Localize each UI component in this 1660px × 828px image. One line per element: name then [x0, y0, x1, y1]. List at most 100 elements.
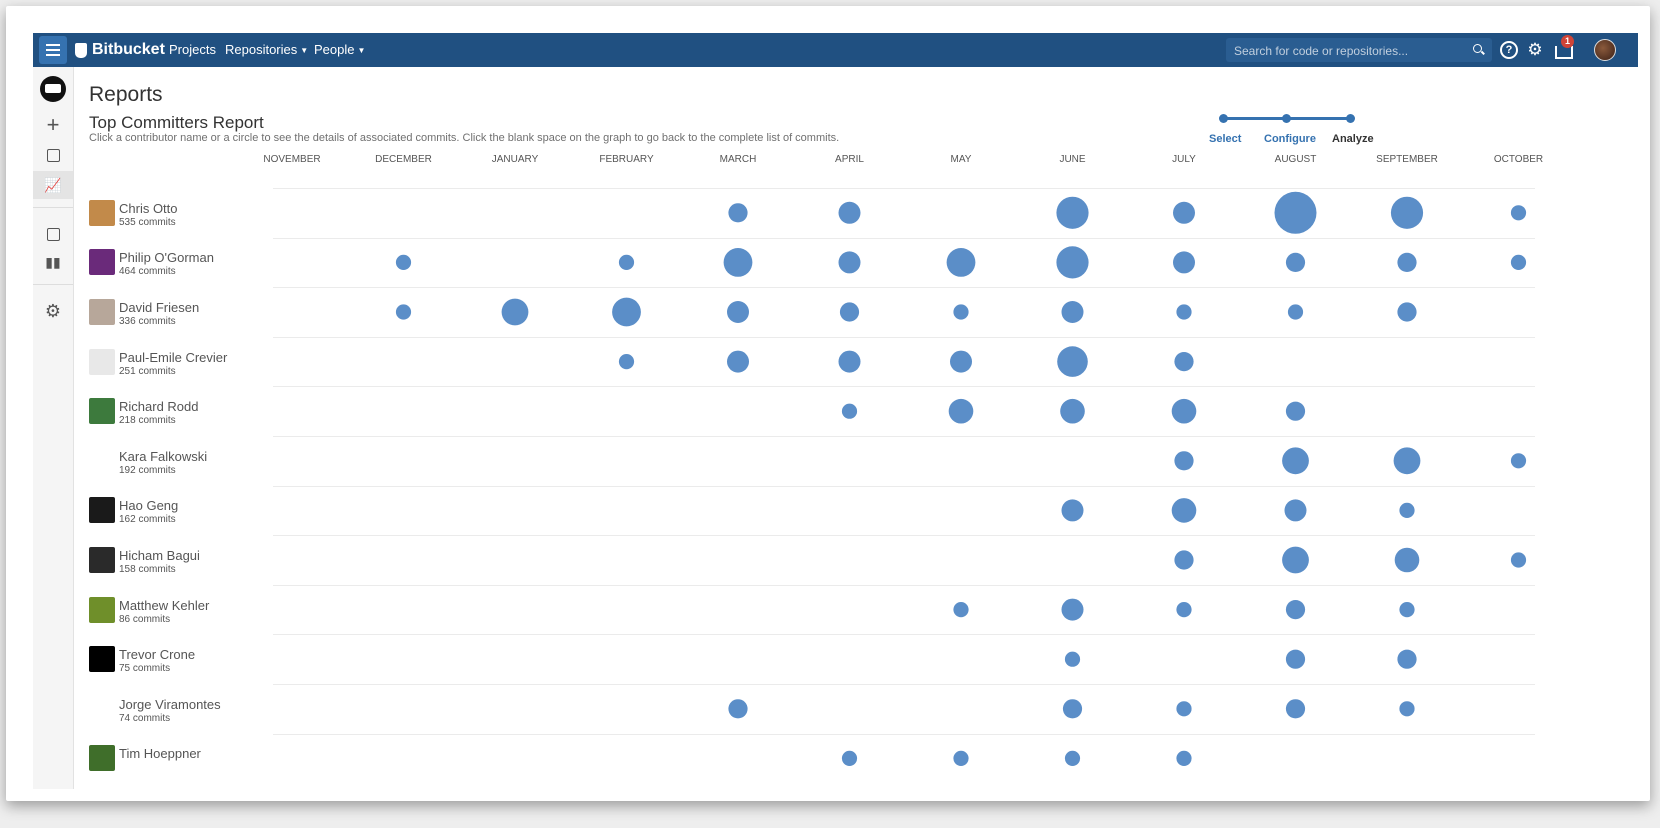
commit-bubble[interactable] [723, 248, 753, 277]
commit-bubble[interactable] [1060, 398, 1085, 424]
commit-bubble[interactable] [501, 298, 529, 326]
commit-bubble[interactable] [1176, 304, 1192, 320]
avatar[interactable] [89, 547, 115, 573]
search-icon[interactable] [1473, 44, 1482, 53]
commit-bubble[interactable] [1274, 191, 1317, 234]
commit-bubble[interactable] [395, 254, 412, 270]
commit-bubble[interactable] [1061, 499, 1084, 522]
nav-people[interactable]: People ▼ [314, 42, 365, 57]
commit-bubble[interactable] [1062, 699, 1083, 719]
nav-repositories[interactable]: Repositories ▼ [225, 42, 308, 57]
commit-bubble[interactable] [1171, 498, 1197, 523]
commit-bubble[interactable] [841, 750, 858, 767]
contributor-name[interactable]: Trevor Crone [119, 647, 196, 663]
commit-bubble[interactable] [618, 254, 635, 270]
contributor-name[interactable]: Jorge Viramontes [119, 696, 221, 712]
commit-bubble[interactable] [953, 602, 969, 618]
commit-bubble[interactable] [1056, 196, 1089, 229]
bar-chart-icon[interactable]: ▮▮ [45, 253, 61, 270]
commit-bubble[interactable] [727, 301, 749, 323]
pull-request-icon[interactable] [33, 141, 73, 169]
contributor-name[interactable]: David Friesen [119, 300, 200, 315]
commit-bubble[interactable] [1176, 750, 1192, 767]
commit-bubble[interactable] [1282, 447, 1309, 475]
avatar[interactable] [89, 646, 115, 673]
commit-bubble[interactable] [1061, 301, 1084, 323]
commit-bubble[interactable] [1510, 205, 1527, 221]
avatar[interactable] [89, 199, 115, 226]
commit-bubble[interactable] [728, 203, 748, 223]
commit-bubble[interactable] [1174, 352, 1194, 372]
wizard-step-select[interactable]: Select [1209, 133, 1242, 145]
contributor-name[interactable]: Hao Geng [119, 498, 179, 514]
commit-bubble[interactable] [1174, 451, 1194, 471]
contributor-name[interactable]: Philip O'Gorman [119, 250, 214, 266]
wizard-step-configure[interactable]: Configure [1264, 133, 1316, 145]
avatar[interactable] [89, 497, 115, 524]
commit-bubble[interactable] [948, 398, 974, 424]
commit-bubble[interactable] [1510, 254, 1527, 270]
commit-bubble[interactable] [1171, 398, 1197, 424]
commit-bubble[interactable] [1510, 453, 1527, 469]
commit-bubble[interactable] [1284, 499, 1307, 522]
commit-bubble-chart[interactable] [73, 67, 1638, 789]
commit-bubble[interactable] [1397, 302, 1417, 322]
commit-bubble[interactable] [1399, 502, 1415, 518]
commit-bubble[interactable] [1061, 598, 1084, 621]
contributor-name[interactable]: Hicham Bagui [119, 548, 200, 563]
commit-bubble[interactable] [727, 350, 749, 373]
commit-bubble[interactable] [1173, 251, 1195, 274]
commit-bubble[interactable] [946, 248, 976, 277]
commit-bubble[interactable] [1393, 447, 1421, 475]
search-input[interactable] [1226, 38, 1466, 64]
user-avatar[interactable] [1594, 39, 1616, 61]
menu-icon[interactable] [39, 36, 67, 64]
avatar[interactable] [89, 447, 115, 474]
commit-bubble[interactable] [1390, 196, 1424, 229]
commit-bubble[interactable] [395, 304, 412, 320]
commit-bubble[interactable] [838, 350, 861, 373]
commit-bubble[interactable] [1282, 546, 1309, 574]
avatar[interactable] [89, 398, 115, 425]
commit-bubble[interactable] [1064, 750, 1081, 767]
commit-bubble[interactable] [1397, 649, 1417, 669]
commit-bubble[interactable] [841, 403, 858, 419]
help-icon[interactable]: ? [1500, 41, 1518, 59]
commit-bubble[interactable] [1056, 246, 1089, 279]
contributor-name[interactable]: Paul-Emile Crevier [119, 349, 228, 365]
wizard-step-dot[interactable] [1346, 114, 1355, 123]
commit-bubble[interactable] [1285, 699, 1306, 719]
avatar[interactable] [89, 249, 115, 276]
commit-bubble[interactable] [1176, 701, 1192, 717]
gear-icon[interactable]: ⚙ [1527, 40, 1543, 59]
commit-bubble[interactable] [728, 699, 748, 719]
commit-bubble[interactable] [1057, 346, 1088, 377]
contributor-name[interactable]: Richard Rodd [119, 399, 199, 415]
commit-bubble[interactable] [1173, 201, 1195, 224]
commit-bubble[interactable] [1174, 550, 1194, 570]
commit-bubble[interactable] [1510, 552, 1527, 568]
avatar[interactable] [89, 299, 115, 325]
commit-bubble[interactable] [1399, 602, 1415, 618]
wizard-step-dot[interactable] [1219, 114, 1228, 123]
commit-bubble[interactable] [612, 297, 641, 327]
create-icon[interactable]: + [46, 112, 60, 137]
nav-projects[interactable]: Projects [169, 42, 216, 57]
avatar[interactable] [89, 348, 115, 375]
commit-bubble[interactable] [1399, 701, 1415, 717]
reports-icon[interactable]: 📈 [33, 171, 73, 199]
commit-bubble[interactable] [838, 201, 861, 224]
wizard-step-dot[interactable] [1282, 114, 1291, 123]
commit-bubble[interactable] [1064, 651, 1081, 667]
commit-bubble[interactable] [1397, 252, 1417, 272]
avatar[interactable] [89, 596, 115, 623]
commit-bubble[interactable] [1285, 649, 1306, 669]
commit-bubble[interactable] [1287, 304, 1304, 320]
contributor-name[interactable]: Matthew Kehler [119, 597, 210, 613]
commit-bubble[interactable] [839, 302, 860, 322]
commit-bubble[interactable] [950, 350, 972, 373]
contributor-name[interactable]: Tim Hoeppner [119, 746, 201, 762]
commit-bubble[interactable] [1394, 547, 1420, 573]
avatar[interactable] [89, 695, 115, 722]
contributor-name[interactable]: Kara Falkowski [119, 448, 208, 464]
